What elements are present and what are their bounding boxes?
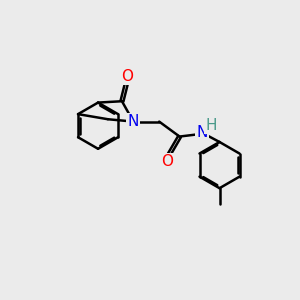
Text: N: N xyxy=(128,114,139,129)
Text: N: N xyxy=(196,125,208,140)
Text: O: O xyxy=(121,69,133,84)
Text: O: O xyxy=(161,154,173,169)
Text: H: H xyxy=(206,118,217,133)
